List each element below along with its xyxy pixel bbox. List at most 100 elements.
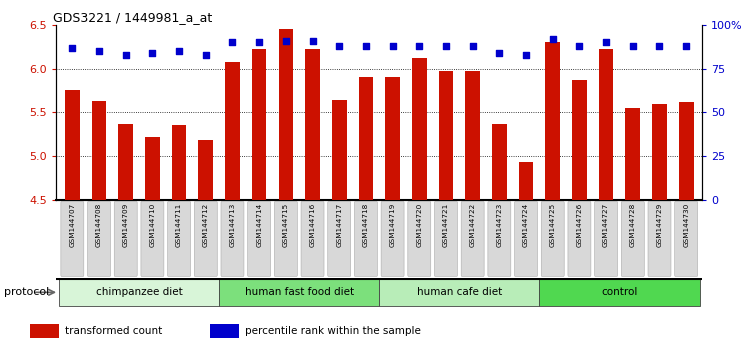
Bar (439, 71, 454, 200)
Text: GSM144722: GSM144722 (469, 203, 475, 247)
Text: human fast food diet: human fast food diet (245, 287, 354, 297)
Point (493, 50, 505, 56)
Bar (466, 71, 480, 200)
FancyBboxPatch shape (595, 201, 617, 276)
Bar (652, 104, 667, 200)
Bar (599, 49, 614, 200)
Point (119, 52, 131, 57)
Bar (412, 58, 427, 200)
Bar (225, 62, 240, 200)
Point (227, 40, 239, 45)
Bar (219, 279, 379, 307)
Point (333, 43, 345, 48)
Text: control: control (602, 287, 638, 297)
FancyBboxPatch shape (674, 201, 698, 276)
FancyBboxPatch shape (514, 201, 538, 276)
Bar (145, 137, 160, 200)
Bar (545, 42, 560, 200)
Point (280, 38, 292, 44)
Point (653, 43, 665, 48)
Bar (279, 29, 293, 200)
Bar (379, 279, 539, 307)
Text: percentile rank within the sample: percentile rank within the sample (245, 326, 421, 336)
Bar (59, 279, 219, 307)
Text: GSM144726: GSM144726 (577, 203, 583, 247)
Point (387, 43, 399, 48)
Bar (119, 124, 133, 200)
Text: GSM144718: GSM144718 (363, 203, 369, 247)
FancyBboxPatch shape (141, 201, 164, 276)
Text: GSM144715: GSM144715 (283, 203, 289, 247)
Point (520, 52, 532, 57)
Text: GSM144711: GSM144711 (176, 203, 182, 247)
Text: GSM144712: GSM144712 (203, 203, 209, 247)
Text: GDS3221 / 1449981_a_at: GDS3221 / 1449981_a_at (53, 11, 213, 24)
Bar (210, 324, 239, 338)
Point (253, 40, 265, 45)
Text: GSM144730: GSM144730 (683, 203, 689, 247)
Text: GSM144717: GSM144717 (336, 203, 342, 247)
FancyBboxPatch shape (354, 201, 378, 276)
Point (360, 43, 372, 48)
Bar (172, 125, 186, 200)
FancyBboxPatch shape (568, 201, 591, 276)
Bar (305, 49, 320, 200)
FancyBboxPatch shape (648, 201, 671, 276)
Point (574, 43, 586, 48)
FancyBboxPatch shape (248, 201, 270, 276)
Point (200, 52, 212, 57)
FancyBboxPatch shape (167, 201, 191, 276)
Text: GSM144707: GSM144707 (69, 203, 75, 247)
Point (547, 36, 559, 42)
Point (440, 43, 452, 48)
Point (306, 38, 318, 44)
Bar (30, 324, 59, 338)
Text: GSM144727: GSM144727 (603, 203, 609, 247)
Bar (65, 91, 80, 200)
Point (173, 48, 185, 54)
Text: GSM144719: GSM144719 (390, 203, 396, 247)
Point (680, 43, 692, 48)
Point (466, 43, 478, 48)
Point (146, 50, 158, 56)
FancyBboxPatch shape (488, 201, 511, 276)
FancyBboxPatch shape (541, 201, 564, 276)
Bar (92, 101, 107, 200)
Text: GSM144710: GSM144710 (149, 203, 155, 247)
Bar (358, 77, 373, 200)
Point (66, 45, 78, 50)
Text: GSM144728: GSM144728 (630, 203, 636, 247)
Bar (252, 49, 267, 200)
Text: protocol: protocol (4, 287, 49, 297)
Bar (492, 124, 507, 200)
Text: chimpanzee diet: chimpanzee diet (95, 287, 182, 297)
Text: GSM144725: GSM144725 (550, 203, 556, 247)
Bar (332, 100, 346, 200)
FancyBboxPatch shape (461, 201, 484, 276)
FancyBboxPatch shape (381, 201, 404, 276)
Bar (539, 279, 699, 307)
FancyBboxPatch shape (195, 201, 217, 276)
FancyBboxPatch shape (114, 201, 137, 276)
FancyBboxPatch shape (435, 201, 457, 276)
Text: GSM144714: GSM144714 (256, 203, 262, 247)
Bar (198, 141, 213, 200)
Bar (519, 162, 533, 200)
FancyBboxPatch shape (274, 201, 297, 276)
FancyBboxPatch shape (221, 201, 244, 276)
FancyBboxPatch shape (621, 201, 644, 276)
FancyBboxPatch shape (327, 201, 351, 276)
Bar (626, 108, 640, 200)
Text: GSM144721: GSM144721 (443, 203, 449, 247)
Bar (385, 77, 400, 200)
Text: GSM144724: GSM144724 (523, 203, 529, 247)
FancyBboxPatch shape (408, 201, 431, 276)
Text: GSM144716: GSM144716 (309, 203, 315, 247)
Bar (679, 102, 693, 200)
Text: human cafe diet: human cafe diet (417, 287, 502, 297)
Point (600, 40, 612, 45)
FancyBboxPatch shape (301, 201, 324, 276)
FancyBboxPatch shape (61, 201, 84, 276)
Text: GSM144729: GSM144729 (656, 203, 662, 247)
Text: GSM144720: GSM144720 (416, 203, 422, 247)
